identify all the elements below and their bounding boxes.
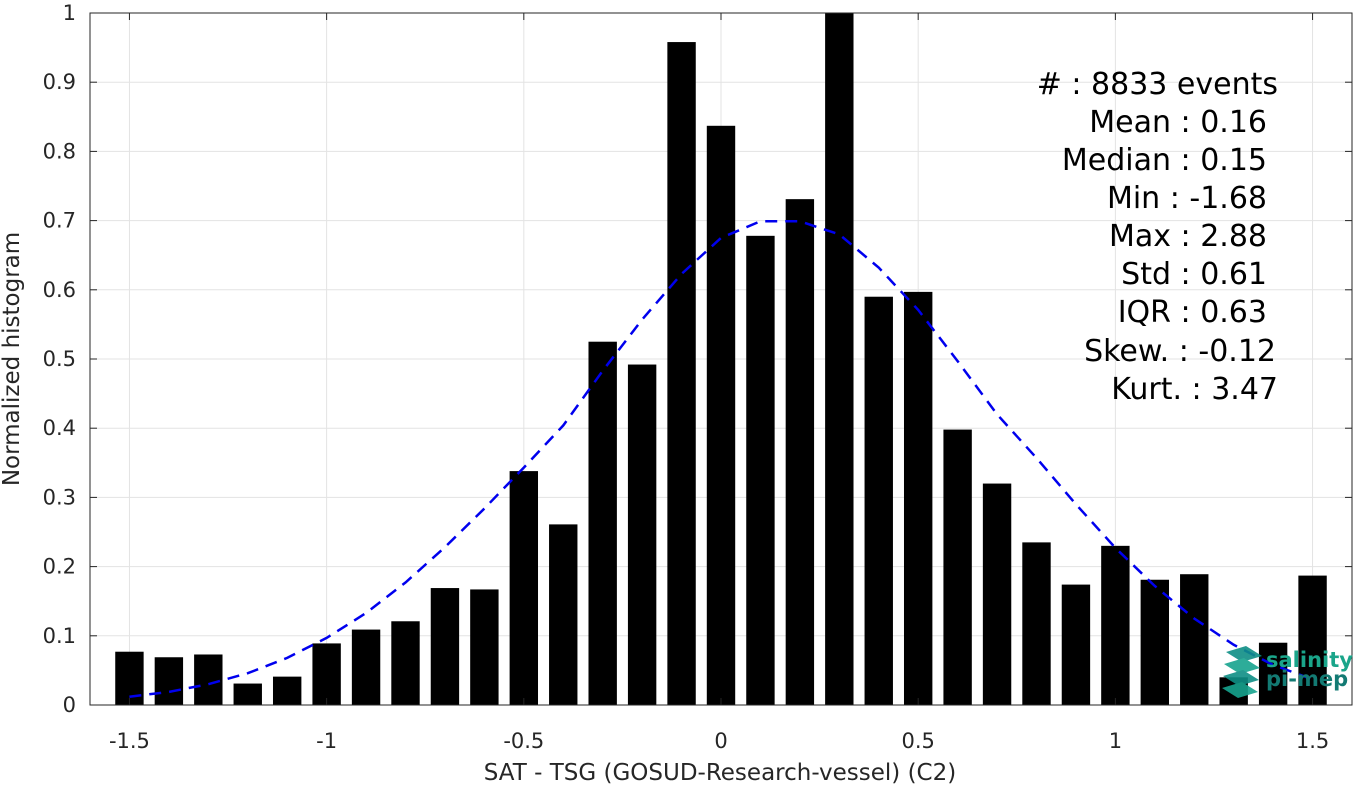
histogram-bar	[312, 643, 341, 705]
stats-min: Min : -1.68	[1107, 181, 1267, 216]
y-tick-label: 0.8	[43, 139, 76, 163]
histogram-bar	[903, 291, 933, 705]
x-tick-label: -0.5	[503, 729, 544, 753]
stats-events: # : 8833 events	[1037, 67, 1278, 102]
y-tick-label: 0.6	[43, 278, 76, 302]
histogram-bar	[825, 13, 854, 705]
y-tick-label: 0.5	[43, 347, 76, 371]
y-tick-label: 0.3	[43, 485, 76, 509]
histogram-bar	[706, 125, 736, 705]
y-tick-label: 0.9	[43, 70, 76, 94]
histogram-bar	[982, 483, 1012, 705]
histogram-bar	[391, 621, 420, 705]
x-tick-labels: -1.5 -1 -0.5 0 0.5 1 1.5	[109, 729, 1329, 753]
histogram-bar	[1140, 579, 1170, 705]
histogram-bar	[746, 235, 775, 705]
stats-std: Std : 0.61	[1121, 257, 1267, 292]
histogram-bar	[430, 588, 460, 705]
x-axis-label: SAT - TSG (GOSUD-Research-vessel) (C2)	[484, 760, 956, 785]
y-tick-label: 0.4	[43, 416, 76, 440]
histogram-bar	[549, 524, 578, 705]
histogram-bar	[194, 654, 223, 705]
x-tick-label: 0.5	[901, 729, 934, 753]
x-tick-label: -1	[316, 729, 337, 753]
histogram-bar	[1061, 584, 1091, 705]
histogram-bar	[588, 341, 617, 705]
salinity-pi-mep-logo: salinity pi-mep	[1222, 646, 1353, 698]
histogram-bar	[1258, 642, 1288, 705]
y-tick-label: 0.7	[43, 209, 76, 233]
y-tick-label: 1	[63, 1, 76, 25]
histogram-bar	[351, 629, 381, 705]
logo-mark-icon	[1222, 646, 1262, 698]
histogram-bar	[233, 683, 262, 705]
histogram-bar	[1298, 575, 1327, 705]
y-axis-label: Normalized histogram	[0, 232, 25, 486]
stats-iqr: IQR : 0.63	[1118, 295, 1267, 330]
stats-annotation: # : 8833 events Mean : 0.16 Median : 0.1…	[1037, 67, 1278, 407]
y-tick-label: 0.1	[43, 624, 76, 648]
histogram-bar	[785, 199, 815, 705]
x-tick-label: 1.5	[1296, 729, 1329, 753]
histogram-bar	[1180, 574, 1209, 705]
histogram-bar	[627, 364, 657, 705]
histogram-bar	[864, 296, 893, 705]
x-tick-label: 0	[714, 729, 727, 753]
histogram-bar	[1022, 542, 1051, 705]
logo-line2: pi-mep	[1266, 667, 1348, 691]
normal-fit-curve	[129, 220, 1314, 698]
x-tick-label: -1.5	[109, 729, 150, 753]
histogram-bar	[943, 429, 972, 705]
stats-skew: Skew. : -0.12	[1084, 334, 1276, 369]
histogram-bar	[154, 657, 184, 705]
stats-max: Max : 2.88	[1109, 219, 1267, 254]
y-tick-label: 0	[63, 693, 76, 717]
y-tick-labels: 0 0.1 0.2 0.3 0.4 0.5 0.6 0.7 0.8 0.9 1	[43, 1, 76, 717]
axis-ticks	[90, 12, 1352, 706]
x-tick-label: 1	[1109, 729, 1122, 753]
histogram-bar	[272, 676, 302, 705]
y-tick-label: 0.2	[43, 555, 76, 579]
logo-line1: salinity	[1266, 648, 1353, 672]
histogram-bar	[470, 589, 499, 705]
histogram-bar	[667, 42, 696, 705]
stats-kurt: Kurt. : 3.47	[1111, 372, 1278, 407]
stats-mean: Mean : 0.16	[1089, 105, 1267, 140]
histogram-bar	[1101, 545, 1130, 705]
stats-median: Median : 0.15	[1062, 143, 1267, 178]
histogram-bar	[509, 471, 539, 705]
